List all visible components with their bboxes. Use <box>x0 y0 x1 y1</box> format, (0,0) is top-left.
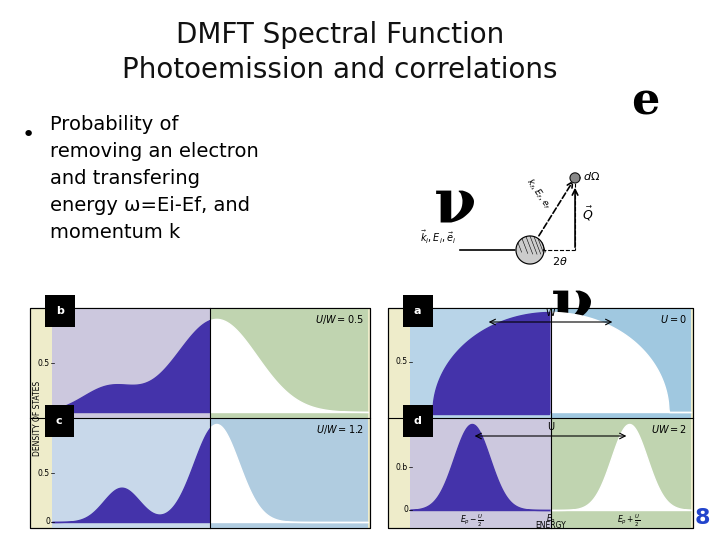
Text: DENSITY OF STATES: DENSITY OF STATES <box>32 381 42 456</box>
Text: ν: ν <box>434 175 476 235</box>
Text: $E_p$: $E_p$ <box>546 513 556 526</box>
FancyBboxPatch shape <box>210 418 368 528</box>
Text: 0: 0 <box>45 517 50 526</box>
Text: $k_f,E_f,e_f$: $k_f,E_f,e_f$ <box>523 176 554 212</box>
Text: $UW=2$: $UW=2$ <box>651 423 687 435</box>
FancyBboxPatch shape <box>210 308 368 418</box>
Text: momentum k: momentum k <box>50 223 180 242</box>
Text: 1: 1 <box>45 309 50 319</box>
Text: energy ω=Ei-Ef, and: energy ω=Ei-Ef, and <box>50 196 250 215</box>
Text: b: b <box>56 306 64 316</box>
Text: 1: 1 <box>403 307 408 316</box>
Text: $E_p-\frac{U}{2}$: $E_p-\frac{U}{2}$ <box>460 513 484 529</box>
FancyBboxPatch shape <box>551 418 691 528</box>
Text: W: W <box>546 308 555 318</box>
Text: Photoemission and correlations: Photoemission and correlations <box>122 56 558 84</box>
FancyBboxPatch shape <box>52 308 210 418</box>
Text: e: e <box>631 80 660 124</box>
Text: U: U <box>547 422 554 432</box>
Text: $U/W=1.2$: $U/W=1.2$ <box>316 423 364 436</box>
Text: $d\Omega$: $d\Omega$ <box>583 170 600 182</box>
Polygon shape <box>570 173 580 183</box>
Text: 0.5: 0.5 <box>396 357 408 367</box>
Text: 8: 8 <box>695 508 710 528</box>
Text: 1: 1 <box>45 420 50 429</box>
Text: DMFT Spectral Function: DMFT Spectral Function <box>176 21 504 49</box>
Text: ν: ν <box>551 275 593 335</box>
FancyBboxPatch shape <box>410 308 551 418</box>
Text: 1: 1 <box>403 420 408 429</box>
Text: and transfering: and transfering <box>50 169 200 188</box>
Text: 0: 0 <box>45 408 50 416</box>
Text: 0.5: 0.5 <box>38 469 50 477</box>
Text: d: d <box>414 416 422 426</box>
Text: 0: 0 <box>403 505 408 515</box>
FancyBboxPatch shape <box>551 308 691 418</box>
FancyBboxPatch shape <box>388 308 693 528</box>
Text: $\vec{Q}$: $\vec{Q}$ <box>582 205 593 223</box>
Text: a: a <box>414 306 421 316</box>
Text: Probability of: Probability of <box>50 115 179 134</box>
Text: $\vec{k}_i,E_i,\vec{e}_i$: $\vec{k}_i,E_i,\vec{e}_i$ <box>420 229 456 246</box>
Bar <box>30 308 370 528</box>
Text: •: • <box>22 125 35 145</box>
Text: $U/W=0.5$: $U/W=0.5$ <box>315 313 364 326</box>
FancyBboxPatch shape <box>30 308 370 528</box>
FancyBboxPatch shape <box>52 418 210 528</box>
Bar <box>388 308 693 528</box>
Text: $2\theta$: $2\theta$ <box>552 255 567 267</box>
FancyBboxPatch shape <box>410 418 551 528</box>
Text: ENERGY: ENERGY <box>535 521 566 530</box>
Text: removing an electron: removing an electron <box>50 142 258 161</box>
Text: c: c <box>56 416 63 426</box>
Text: $E_p+\frac{U}{2}$: $E_p+\frac{U}{2}$ <box>617 513 641 529</box>
Text: 0: 0 <box>403 408 408 416</box>
Polygon shape <box>516 236 544 264</box>
Text: 0.5: 0.5 <box>38 359 50 368</box>
Text: $U=0$: $U=0$ <box>660 313 687 325</box>
Text: 0.b: 0.b <box>396 462 408 471</box>
